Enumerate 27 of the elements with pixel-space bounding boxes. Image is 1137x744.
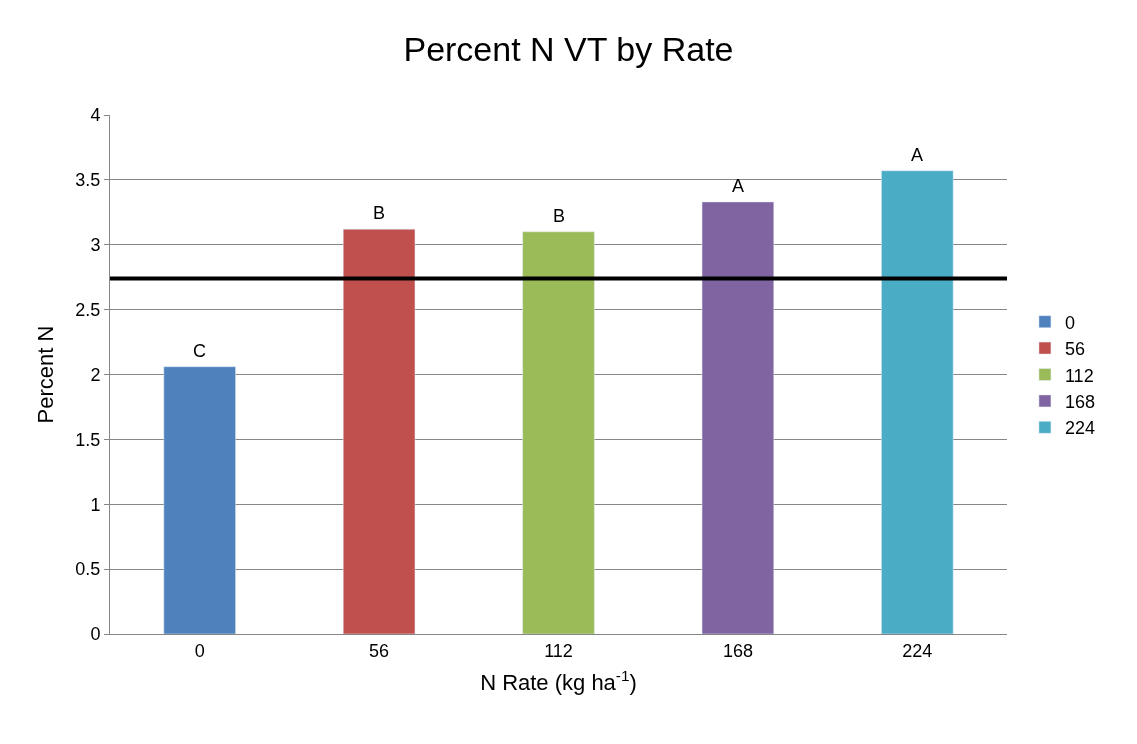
annotation: B (373, 203, 386, 223)
x-tick-label: 56 (369, 640, 390, 661)
legend-label: 168 (1064, 391, 1095, 412)
x-tick-label: 168 (722, 640, 753, 661)
y-tick-label: 1 (90, 494, 101, 515)
y-tick-label: 2.5 (75, 299, 101, 320)
x-tick-label: 112 (544, 640, 573, 661)
y-tick-label: 4 (90, 105, 101, 126)
y-tick-label: 0.5 (75, 559, 101, 580)
x-axis-title: N Rate (kg ha$^{-1}$) (480, 667, 637, 696)
y-tick-label: 0 (90, 624, 101, 645)
annotation: B (553, 206, 566, 226)
annotation: C (193, 341, 206, 361)
y-tick-label: 2 (90, 364, 101, 385)
chart-title: Percent N VT by Rate (403, 30, 734, 68)
y-tick-label: 3 (90, 235, 101, 256)
annotation: A (911, 145, 924, 165)
x-tick-label: 0 (194, 640, 205, 661)
annotation: A (732, 176, 745, 196)
legend-label: 56 (1064, 339, 1085, 360)
legend-label: 112 (1064, 365, 1094, 386)
y-tick-label: 3.5 (75, 170, 101, 191)
y-axis-title: Percent N (33, 325, 59, 424)
x-tick-label: 224 (902, 640, 933, 661)
legend-label: 224 (1064, 418, 1095, 439)
y-tick-label: 1.5 (75, 429, 101, 450)
legend-label: 0 (1064, 312, 1075, 333)
